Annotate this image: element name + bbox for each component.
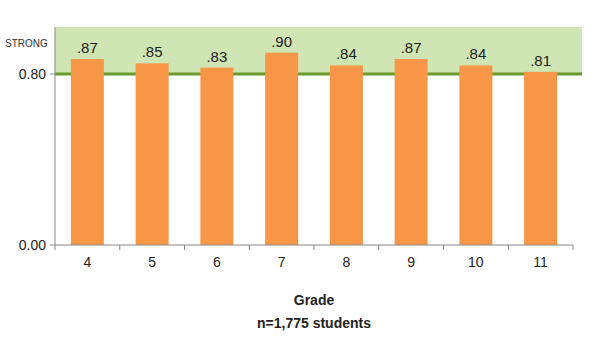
chart: STRONG .87 .85 .83 .90 .84 .87 .84 .81 0.00 0.80 4 5… — [0, 0, 600, 363]
bar — [524, 72, 557, 245]
x-tick — [314, 245, 315, 250]
y-tick — [50, 74, 55, 75]
y-tick — [50, 245, 55, 246]
data-label: .85 — [142, 43, 163, 60]
threshold-band — [55, 27, 582, 74]
x-tick-label: 10 — [468, 254, 484, 270]
threshold-line — [55, 73, 582, 76]
x-axis-label: Grade — [294, 292, 335, 308]
x-tick — [119, 245, 120, 250]
bar — [265, 53, 298, 245]
bar — [71, 59, 104, 245]
data-label: .83 — [206, 48, 227, 65]
x-tick — [184, 245, 185, 250]
bar — [459, 65, 492, 245]
y-axis — [55, 27, 56, 245]
x-tick — [573, 245, 574, 250]
x-tick-label: 8 — [342, 254, 350, 270]
x-tick-label: 11 — [533, 254, 548, 270]
x-tick-label: 9 — [407, 254, 415, 270]
x-tick-label: 6 — [213, 254, 221, 270]
x-tick — [378, 245, 379, 250]
threshold-label: STRONG — [5, 38, 48, 49]
x-tick — [443, 245, 444, 250]
x-tick — [55, 245, 56, 250]
y-tick-label: 0.00 — [19, 237, 46, 253]
data-label: .84 — [465, 45, 486, 62]
x-tick-label: 4 — [83, 254, 91, 270]
bars — [71, 53, 557, 245]
data-label: .87 — [401, 39, 422, 56]
x-tick — [249, 245, 250, 250]
data-label: .81 — [530, 52, 551, 69]
bar — [395, 59, 428, 245]
bar — [136, 63, 169, 245]
data-label: .84 — [336, 45, 357, 62]
x-tick-label: 7 — [278, 254, 286, 270]
note: n=1,775 students — [257, 315, 371, 331]
y-tick-label: 0.80 — [19, 66, 46, 82]
bar — [330, 65, 363, 245]
x-tick-label: 5 — [148, 254, 156, 270]
data-label: .87 — [77, 39, 98, 56]
data-label: .90 — [271, 33, 292, 50]
x-tick — [508, 245, 509, 250]
chart-root: STRONG .87 .85 .83 .90 .84 .87 .84 .81 0.00 0.80 4 5… — [0, 0, 600, 363]
bar — [200, 68, 233, 245]
